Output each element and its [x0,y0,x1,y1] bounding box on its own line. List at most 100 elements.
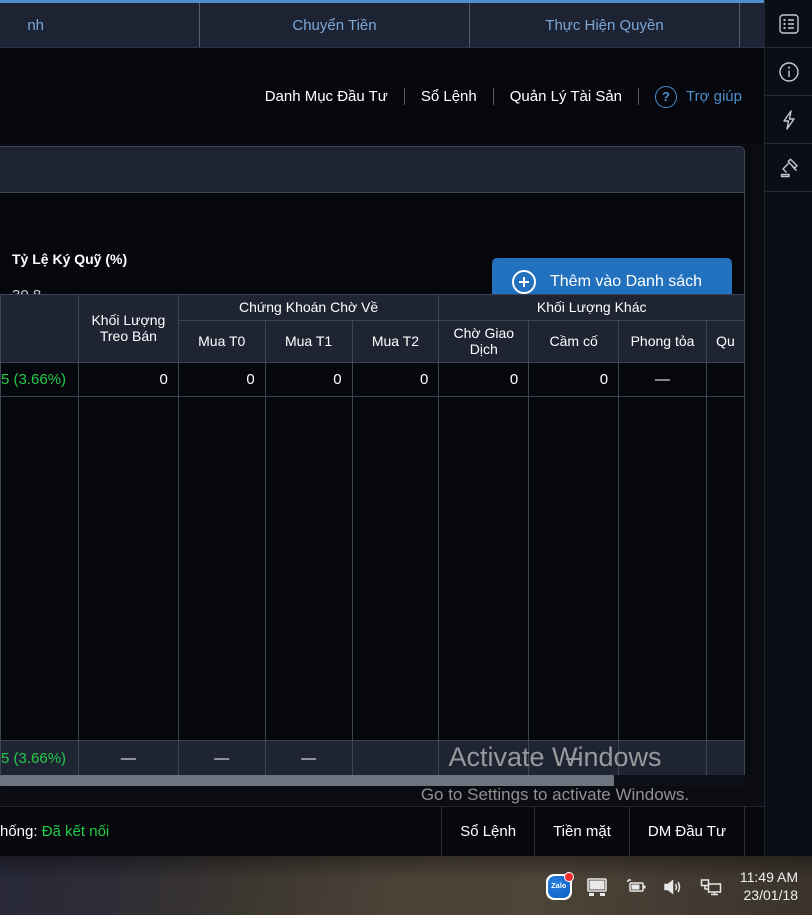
tab-label: nh [27,16,44,34]
col-mua-t0[interactable]: Mua T0 [177,319,266,363]
status-bar: hống: Đã kết nối Sổ Lệnh Tiền mặt DM Đầu… [0,806,764,856]
tab-label: Thực Hiện Quyền [545,16,664,34]
table-sub-header-row: Mua T0 Mua T1 Mua T2 Chờ Giao Dịch Cầm c… [1,319,745,363]
secondary-nav: Danh Mục Đầu Tư Sổ Lệnh Quản Lý Tài Sản … [0,49,764,144]
table-body: 5 (3.66%) 0 0 0 0 0 0 — [0,362,745,741]
question-circle-icon: ? [655,85,678,108]
connection-state: Đã kết nối [41,823,110,840]
summary-section: Tỷ Lệ Ký Quỹ (%) 30.8 Thêm vào Danh sách [0,193,744,306]
margin-ratio-label: Tỷ Lệ Ký Quỹ (%) [12,251,128,267]
total-change-percent: 5 (3.66%) [0,739,79,777]
status-button-tien-mat[interactable]: Tiền mặt [534,806,629,856]
help-link[interactable]: ? Trợ giúp [639,85,742,108]
lightning-icon[interactable] [765,96,812,144]
cell-quyen [705,362,745,397]
total-cam-co: — [528,739,620,777]
holdings-table-wrap: Khối Lượng Treo Bán Chứng Khoán Chờ Về K… [0,294,745,786]
nav-divider [492,88,494,105]
help-label: Trợ giúp [686,88,742,105]
total-quyen [705,739,745,777]
col-khoi-luong-treo-ban[interactable]: Khối Lượng Treo Bán [77,294,179,363]
status-bar-end [744,806,764,856]
cell-khoi-luong-treo-ban: 0 [77,362,179,397]
table-group-header-row: Khối Lượng Treo Bán Chứng Khoán Chờ Về K… [0,294,745,363]
col-mua-t2[interactable]: Mua T2 [351,319,440,363]
filler-cell [618,396,707,741]
filler-cell [264,396,353,741]
filler-cell [438,396,530,741]
total-cho-giao-dich [438,739,530,777]
cell-cam-co: 0 [528,362,620,397]
gavel-icon[interactable] [765,144,812,192]
tab-strip-end [740,3,764,47]
tab-strip: nh Chuyển Tiền Thực Hiện Quyền [0,3,764,48]
top-accent-line [0,0,764,3]
cell-change-percent: 5 (3.66%) [0,362,79,397]
col-quyen-truncated[interactable]: Qu [705,319,745,363]
status-button-dm-dau-tu[interactable]: DM Đầu Tư [628,806,744,856]
tab-truncated[interactable]: nh [0,3,200,47]
nav-item-danh-muc-dau-tu[interactable]: Danh Mục Đầu Tư [264,88,388,105]
nav-item-so-lenh[interactable]: Sổ Lệnh [420,88,477,105]
tab-thuc-hien-quyen[interactable]: Thực Hiện Quyền [470,3,740,47]
holdings-table: Khối Lượng Treo Bán Chứng Khoán Chờ Về K… [0,294,745,777]
cell-cho-giao-dich: 0 [438,362,530,397]
col-cho-giao-dich[interactable]: Chờ Giao Dịch [438,319,530,363]
group-chung-khoan-cho-ve: Chứng Khoán Chờ Về [177,294,440,321]
total-mua-t1: — [264,739,353,777]
nav-item-quan-ly-tai-san[interactable]: Quản Lý Tài Sản [509,88,623,105]
table-filler-row [0,396,745,741]
zalo-notification-badge [563,871,574,882]
horizontal-scrollbar[interactable] [0,775,745,786]
total-phong-toa [618,739,707,777]
col-phong-toa[interactable]: Phong tỏa [618,319,707,363]
table-total-row: 5 (3.66%) — — — — [0,739,745,777]
connection-status: hống: Đã kết nối [0,823,441,840]
total-mua-t2 [351,739,440,777]
filler-cell [351,396,440,741]
cell-mua-t2: 0 [351,362,440,397]
cell-mua-t0: 0 [177,362,266,397]
filler-cell [528,396,620,741]
nav-divider [638,88,640,105]
group-khoi-luong-khac: Khối Lượng Khác [438,294,745,321]
volume-icon[interactable] [654,858,692,915]
filler-cell [77,396,179,741]
trading-app-window: nh Chuyển Tiền Thực Hiện Quyền Danh Mục … [0,0,812,856]
status-button-so-lenh[interactable]: Sổ Lệnh [441,806,534,856]
panel-header-strip [0,147,744,193]
col-leading-spacer [0,294,79,363]
taskbar-clock[interactable]: 11:49 AM 23/01/18 [730,869,812,904]
cell-phong-toa: — [618,362,707,397]
nav-divider [403,88,405,105]
filler-cell [705,396,745,741]
table-row[interactable]: 5 (3.66%) 0 0 0 0 0 0 — [0,362,745,397]
info-icon[interactable] [765,48,812,96]
cell-mua-t1: 0 [264,362,353,397]
display-icon[interactable] [578,858,616,915]
right-icon-rail [764,0,812,856]
col-cam-co[interactable]: Cầm cố [528,319,620,363]
clock-date: 23/01/18 [743,886,799,903]
scrollbar-thumb[interactable] [0,775,614,786]
table-footer: 5 (3.66%) — — — — [0,739,745,777]
clock-time: 11:49 AM [739,869,798,885]
filler-cell [177,396,266,741]
connection-prefix: hống: [0,823,38,840]
battery-icon[interactable] [616,858,654,915]
network-icon[interactable] [692,858,730,915]
zalo-label: Zalo [547,875,570,898]
system-tray: Zalo [540,858,812,915]
zalo-icon[interactable]: Zalo [540,858,578,915]
tab-chuyen-tien[interactable]: Chuyển Tiền [200,3,470,47]
total-mua-t0: — [177,739,266,777]
list-icon[interactable] [765,0,812,48]
col-mua-t1[interactable]: Mua T1 [264,319,353,363]
add-to-list-label: Thêm vào Danh sách [550,273,703,290]
total-khoi-luong-treo-ban: — [77,739,179,777]
table-head: Khối Lượng Treo Bán Chứng Khoán Chờ Về K… [0,294,745,363]
activate-windows-subtitle: Go to Settings to activate Windows. [420,785,690,804]
plus-circle-icon [512,270,536,294]
filler-cell [0,396,79,741]
